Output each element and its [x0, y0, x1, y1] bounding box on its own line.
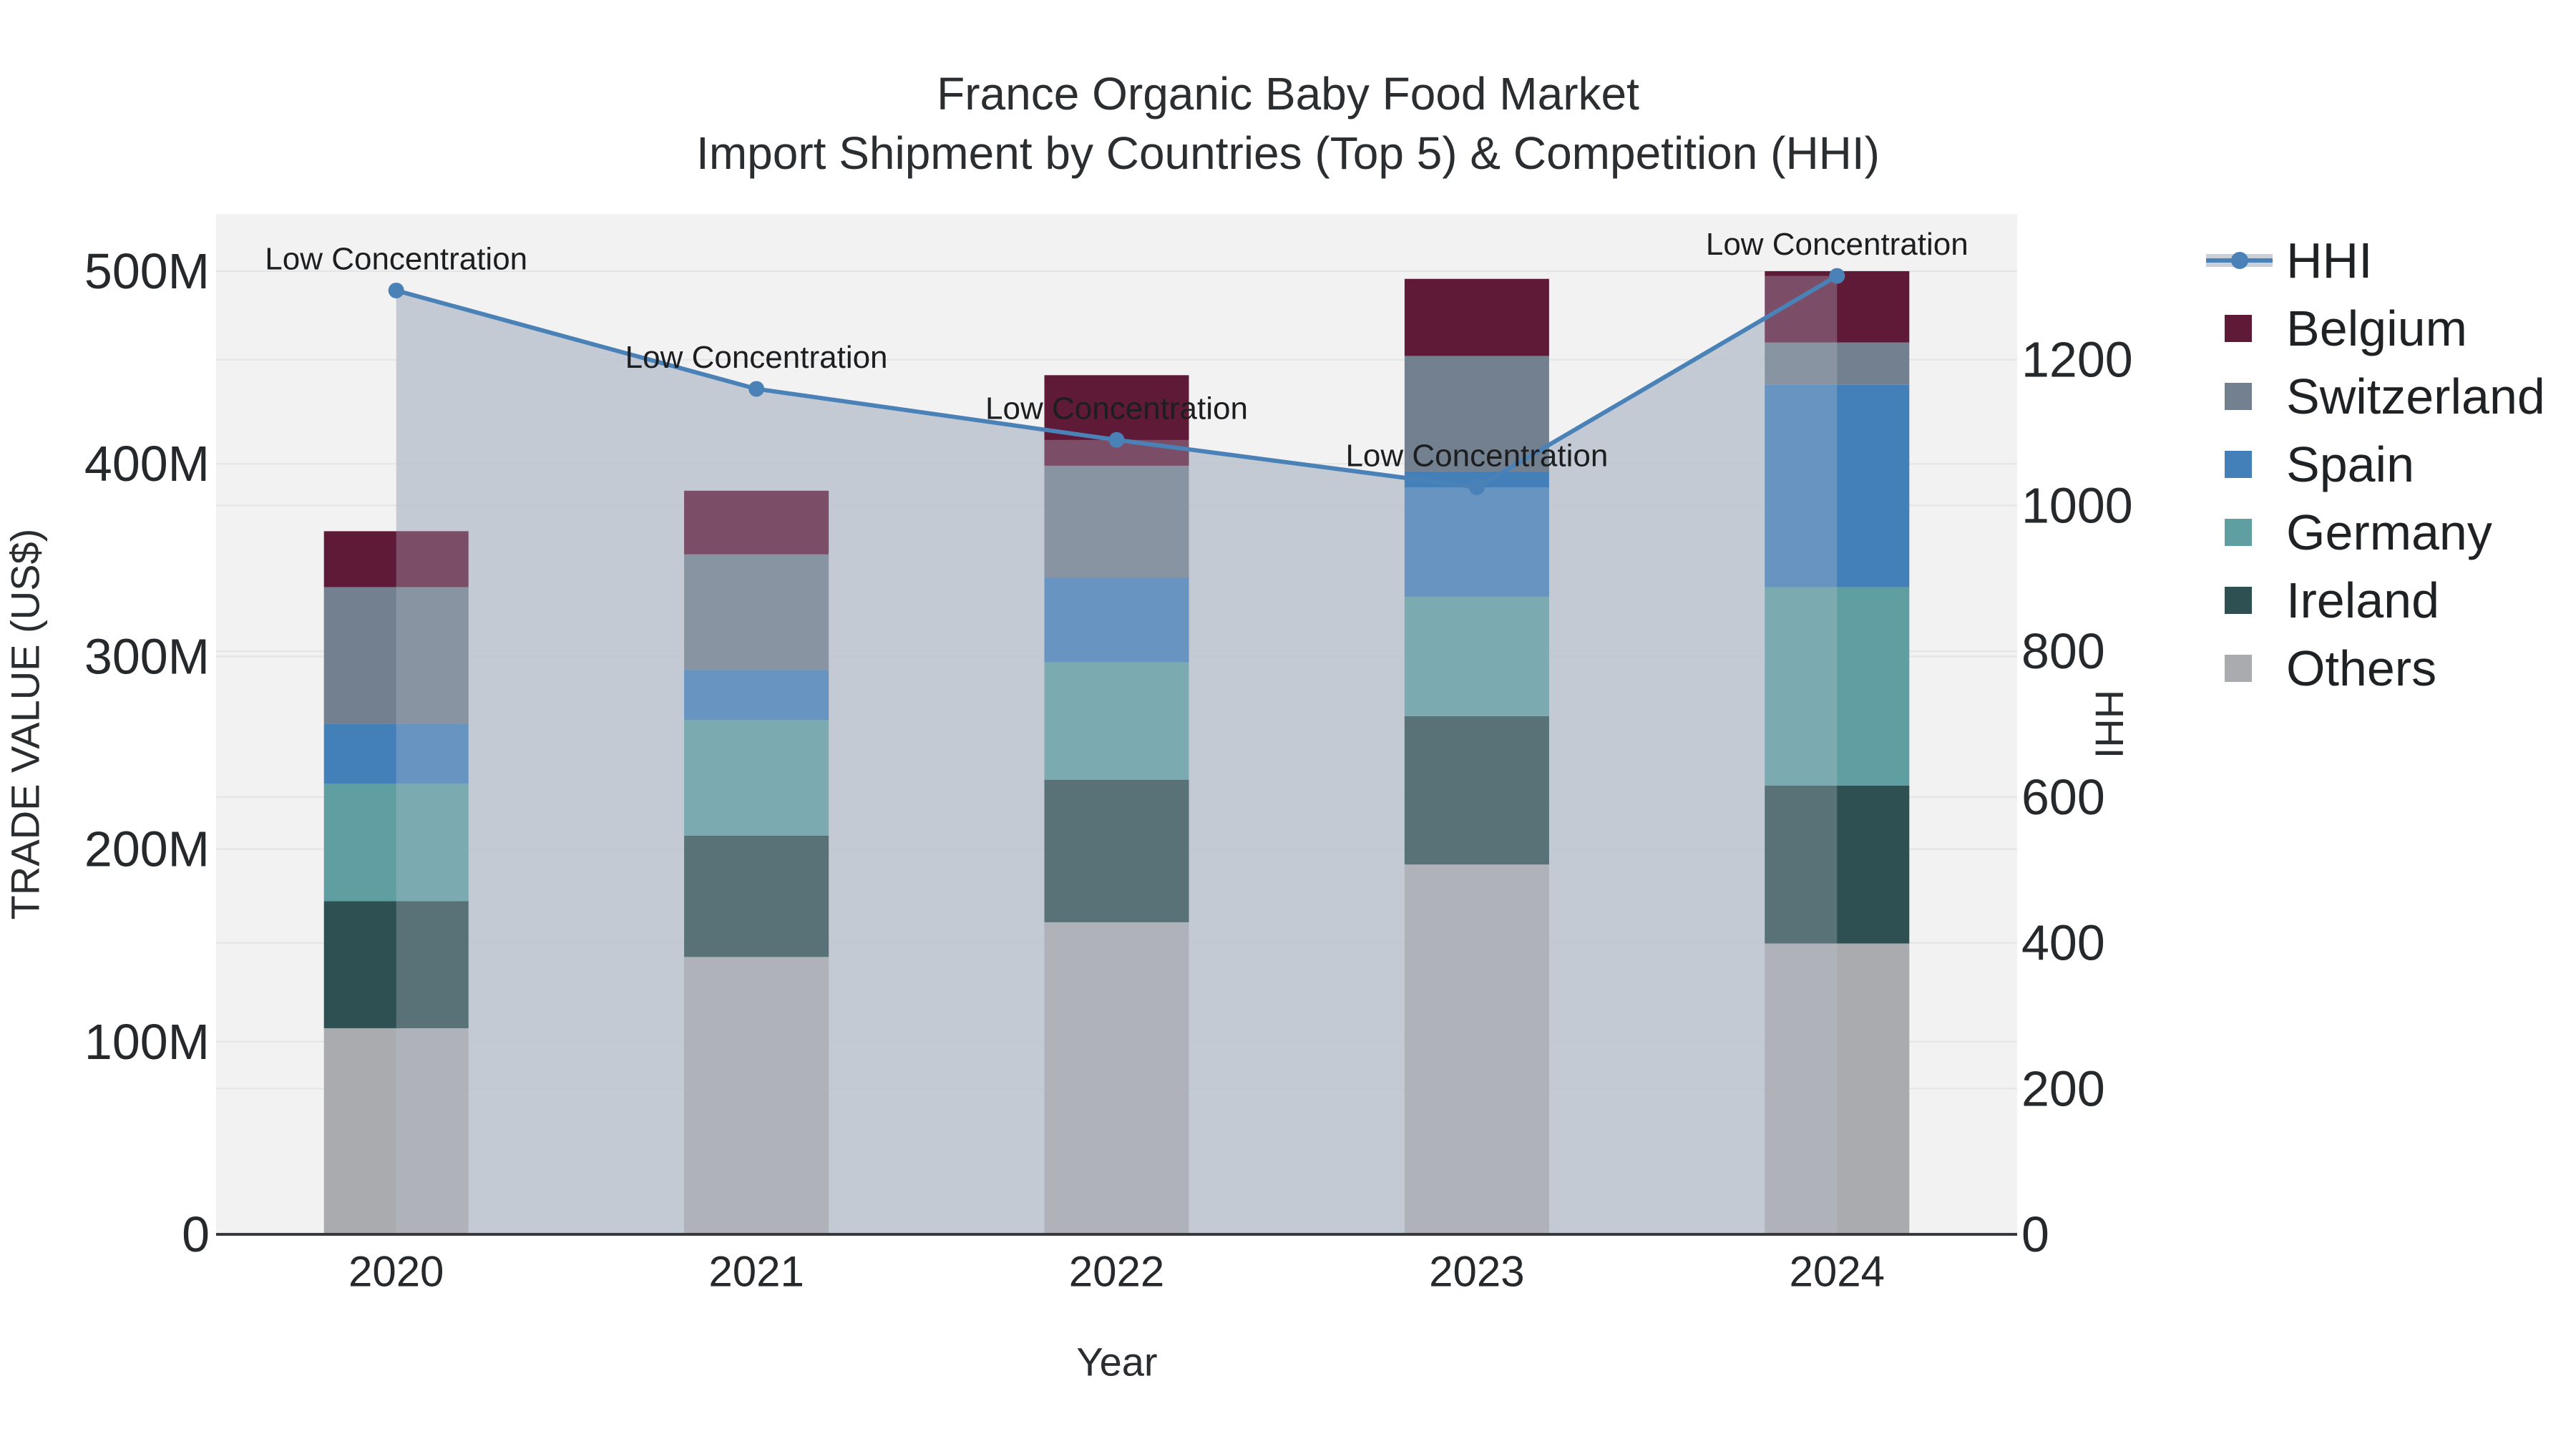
x-tick-2024: 2024: [1790, 1248, 1885, 1296]
bar-segment-belgium-2022[interactable]: [1044, 375, 1189, 466]
right-tick-800: 800: [2021, 623, 2105, 679]
x-tick-2021: 2021: [708, 1248, 804, 1296]
legend-item-hhi[interactable]: HHI: [2206, 233, 2373, 288]
left-tick-200M: 200M: [84, 821, 210, 877]
legend-label: Germany: [2286, 504, 2492, 560]
legend-label: Spain: [2286, 436, 2414, 492]
legend-swatch-icon-ireland: [2225, 587, 2252, 614]
bar-segment-ireland-2023[interactable]: [1404, 716, 1549, 865]
legend-item-switzerland[interactable]: Switzerland: [2225, 369, 2545, 424]
bar-segment-switzerland-2022[interactable]: [1044, 465, 1189, 577]
x-tick-2023: 2023: [1429, 1248, 1524, 1296]
bar-segment-ireland-2021[interactable]: [684, 835, 829, 957]
x-tick-2022: 2022: [1069, 1248, 1164, 1296]
left-tick-300M: 300M: [84, 628, 210, 684]
legend-item-spain[interactable]: Spain: [2225, 436, 2414, 492]
right-tick-400: 400: [2021, 915, 2105, 971]
legend-label: Ireland: [2286, 572, 2439, 628]
bar-segment-spain-2022[interactable]: [1044, 577, 1189, 663]
hhi-area-overlap-2021: [684, 490, 829, 1235]
annotation-2024: Low Concentration: [1706, 227, 1968, 262]
hhi-area-overlap-2020: [396, 531, 469, 1234]
bar-segment-germany-2023[interactable]: [1404, 596, 1549, 716]
annotation-2023: Low Concentration: [1345, 438, 1608, 473]
bar-segment-ireland-2020[interactable]: [323, 901, 469, 1028]
x-axis-title: Year: [1076, 1340, 1157, 1385]
legend-swatch-icon-spain: [2225, 451, 2252, 478]
legend-swatch-icon-germany: [2225, 519, 2252, 546]
bar-segment-others-2024[interactable]: [1765, 943, 1910, 1234]
left-axis-title: TRADE VALUE (US$): [3, 529, 48, 920]
right-axis-title: HHI: [2087, 690, 2132, 758]
hhi-marker-2020[interactable]: [388, 282, 404, 298]
annotation-2022: Low Concentration: [985, 391, 1248, 426]
right-tick-0: 0: [2021, 1206, 2049, 1262]
hhi-area-overlap-2022: [1044, 439, 1189, 1235]
bar-segment-belgium-2020[interactable]: [323, 531, 469, 587]
bar-segment-switzerland-2020[interactable]: [323, 587, 469, 724]
bar-segment-germany-2024[interactable]: [1765, 587, 1910, 786]
bar-segment-ireland-2024[interactable]: [1765, 785, 1910, 944]
legend: HHI Belgium Switzerland Spain Germany Ireland…: [2206, 233, 2545, 696]
legend-swatch-icon-switzerland: [2225, 383, 2252, 410]
legend-item-belgium[interactable]: Belgium: [2225, 301, 2467, 356]
bar-segment-others-2022[interactable]: [1044, 922, 1189, 1234]
bar-segment-others-2023[interactable]: [1404, 864, 1549, 1234]
legend-hhi-marker-icon: [2231, 252, 2248, 269]
left-tick-100M: 100M: [84, 1014, 210, 1070]
hhi-area-overlap-2024: [1765, 275, 1838, 1234]
annotation-2021: Low Concentration: [625, 340, 888, 375]
hhi-marker-2024[interactable]: [1829, 268, 1845, 284]
bar-segment-germany-2021[interactable]: [684, 720, 829, 836]
left-tick-400M: 400M: [84, 436, 210, 492]
bar-segment-others-2020[interactable]: [323, 1028, 469, 1234]
bar-segment-belgium-2023[interactable]: [1404, 278, 1549, 356]
legend-label: Switzerland: [2286, 369, 2545, 424]
chart-title-line1: France Organic Baby Food Market: [937, 68, 1639, 119]
bar-segment-switzerland-2023[interactable]: [1404, 356, 1549, 472]
legend-swatch-icon-others: [2225, 655, 2252, 682]
chart-title-line2: Import Shipment by Countries (Top 5) & C…: [696, 127, 1880, 179]
right-tick-1000: 1000: [2021, 477, 2133, 533]
bar-segment-switzerland-2021[interactable]: [684, 554, 829, 670]
right-tick-600: 600: [2021, 769, 2105, 825]
left-tick-500M: 500M: [84, 243, 210, 299]
right-tick-1200: 1200: [2021, 332, 2133, 388]
hhi-area-overlap-2023: [1404, 487, 1549, 1234]
bar-segment-germany-2022[interactable]: [1044, 662, 1189, 780]
bar-segment-spain-2021[interactable]: [684, 670, 829, 721]
legend-label: Others: [2286, 640, 2436, 696]
hhi-marker-2022[interactable]: [1108, 431, 1125, 448]
right-tick-200: 200: [2021, 1060, 2105, 1116]
bar-segment-ireland-2022[interactable]: [1044, 779, 1189, 922]
left-tick-0: 0: [182, 1206, 210, 1262]
legend-label: HHI: [2286, 233, 2373, 288]
legend-swatch-icon-belgium: [2225, 315, 2252, 342]
legend-item-others[interactable]: Others: [2225, 640, 2436, 696]
bar-segment-spain-2024[interactable]: [1765, 384, 1910, 587]
bar-segment-others-2021[interactable]: [684, 957, 829, 1234]
bar-segment-belgium-2021[interactable]: [684, 490, 829, 555]
plot-area: Low Concentration Low Concentration Low Co…: [84, 214, 2133, 1296]
annotation-2020: Low Concentration: [265, 241, 527, 276]
legend-label: Belgium: [2286, 301, 2467, 356]
x-tick-2020: 2020: [348, 1248, 444, 1296]
bar-segment-germany-2020[interactable]: [323, 784, 469, 902]
bar-segment-spain-2020[interactable]: [323, 723, 469, 784]
bar-segment-switzerland-2024[interactable]: [1765, 342, 1910, 385]
hhi-marker-2023[interactable]: [1468, 479, 1485, 495]
hhi-marker-2021[interactable]: [748, 381, 765, 397]
legend-item-ireland[interactable]: Ireland: [2225, 572, 2439, 628]
legend-item-germany[interactable]: Germany: [2225, 504, 2492, 560]
